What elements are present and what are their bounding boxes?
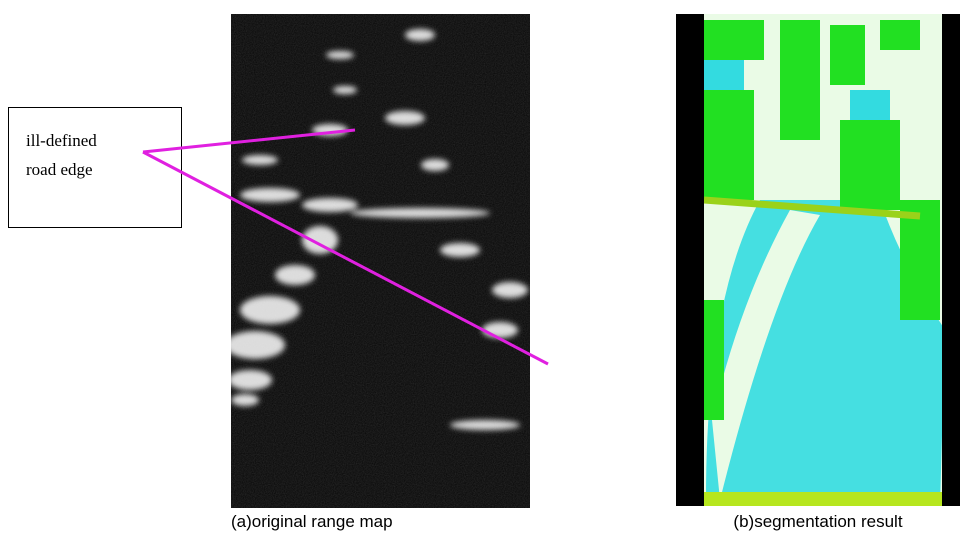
annotation-line: ill-defined	[26, 131, 97, 150]
annotation-box	[8, 107, 182, 228]
pointer-lines	[142, 128, 549, 366]
caption: (a)original range map	[231, 512, 393, 531]
range-map-image	[225, 14, 530, 508]
annotation-line: road edge	[26, 160, 93, 179]
caption: (b)segmentation result	[733, 512, 902, 531]
segmentation-image	[676, 14, 960, 506]
